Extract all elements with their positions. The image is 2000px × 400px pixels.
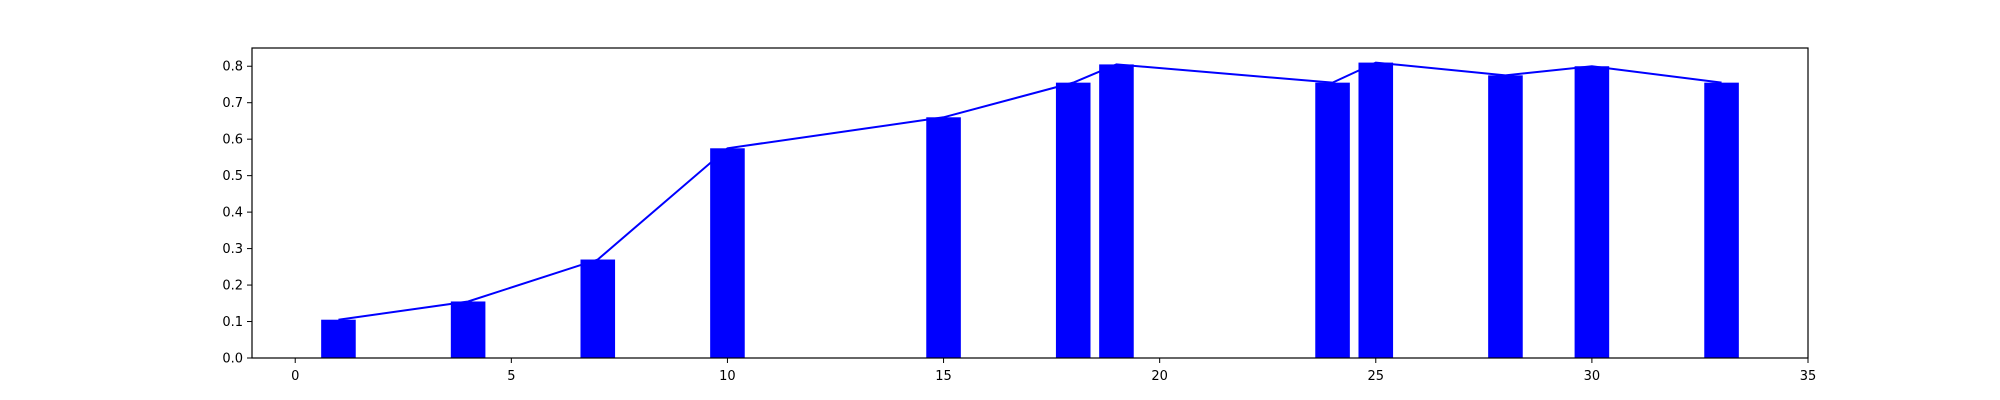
y-tick-label-8: 0.8 — [222, 60, 243, 75]
bar-11 — [1704, 83, 1739, 358]
bar-0 — [321, 320, 356, 358]
y-tick-label-5: 0.5 — [222, 169, 243, 184]
x-tick-label-5: 25 — [1368, 369, 1385, 384]
x-tick-label-4: 20 — [1151, 369, 1168, 384]
x-tick-label-0: 0 — [291, 369, 299, 384]
y-tick-label-2: 0.2 — [222, 279, 243, 294]
y-tick-label-3: 0.3 — [222, 242, 243, 257]
bar-5 — [1056, 83, 1091, 358]
y-tick-label-4: 0.4 — [222, 206, 243, 221]
bar-1 — [451, 301, 486, 358]
x-tick-label-2: 10 — [719, 369, 736, 384]
bar-9 — [1488, 75, 1523, 358]
y-tick-label-1: 0.1 — [222, 315, 243, 330]
x-tick-label-7: 35 — [1800, 369, 1817, 384]
y-tick-label-6: 0.6 — [222, 133, 243, 148]
x-tick-label-3: 15 — [935, 369, 952, 384]
bar-10 — [1575, 66, 1610, 358]
bar-6 — [1099, 64, 1134, 358]
y-tick-label-7: 0.7 — [222, 96, 243, 111]
x-tick-label-6: 30 — [1584, 369, 1601, 384]
bar-2 — [580, 260, 615, 358]
x-tick-label-1: 5 — [507, 369, 515, 384]
bar-3 — [710, 148, 745, 358]
bar-8 — [1358, 63, 1393, 358]
y-tick-label-0: 0.0 — [222, 352, 243, 367]
bar-4 — [926, 117, 961, 358]
bar-7 — [1315, 83, 1350, 358]
